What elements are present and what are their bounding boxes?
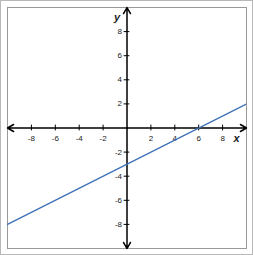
- svg-text:y: y: [113, 11, 121, 23]
- svg-text:-2: -2: [115, 148, 123, 157]
- svg-text:-6: -6: [115, 196, 123, 205]
- svg-text:-2: -2: [100, 134, 108, 143]
- svg-text:2: 2: [118, 99, 123, 108]
- svg-text:2: 2: [149, 134, 154, 143]
- svg-text:4: 4: [172, 133, 177, 143]
- svg-text:6: 6: [118, 51, 123, 60]
- svg-text:8: 8: [118, 27, 123, 36]
- svg-text:-8: -8: [115, 220, 123, 229]
- svg-text:-8: -8: [28, 134, 36, 143]
- svg-text:-4: -4: [76, 134, 84, 143]
- svg-text:6: 6: [196, 134, 201, 143]
- svg-text:8: 8: [220, 134, 225, 143]
- svg-text:4: 4: [118, 75, 123, 84]
- svg-text:-4: -4: [115, 172, 123, 181]
- svg-text:-6: -6: [52, 134, 60, 143]
- svg-text:x: x: [232, 132, 240, 144]
